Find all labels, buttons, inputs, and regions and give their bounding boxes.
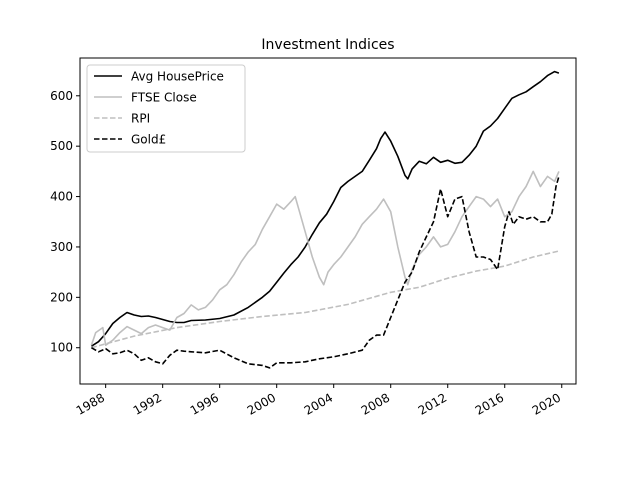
legend: Avg HousePrice FTSE Close RPI Gold£	[86, 64, 246, 153]
y-tick-label: 400	[50, 190, 73, 204]
y-tick-label: 300	[50, 240, 73, 254]
y-axis: 100 200 300 400 500 600	[50, 89, 80, 355]
y-tick-label: 500	[50, 139, 73, 153]
y-tick-label: 600	[50, 89, 73, 103]
series-line-0	[90, 70, 560, 347]
y-tick-label: 200	[50, 290, 73, 304]
axes-frame	[79, 57, 577, 385]
series-layer	[90, 70, 560, 369]
series-line-1	[90, 170, 560, 347]
series-line-2	[91, 250, 560, 349]
y-tick-label: 100	[50, 341, 73, 355]
legend-label-3: Gold£	[131, 133, 166, 147]
series-line-3	[90, 176, 560, 369]
chart-title: Investment Indices	[261, 37, 394, 53]
legend-box	[86, 64, 246, 153]
legend-label-2: RPI	[131, 112, 150, 126]
legend-label-1: FTSE Close	[131, 91, 197, 105]
legend-label-0: Avg HousePrice	[131, 70, 224, 84]
